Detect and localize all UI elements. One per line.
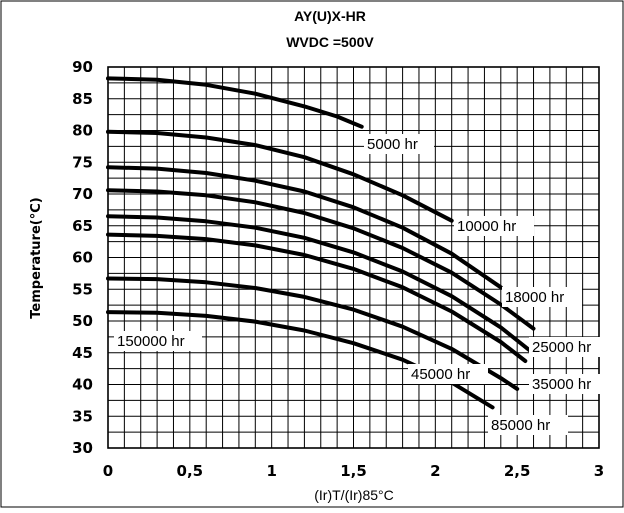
series-label-background	[364, 134, 434, 154]
y-tick-label: 45	[72, 344, 93, 362]
plot-area-border	[107, 66, 600, 449]
series-lines	[106, 76, 536, 410]
y-tick-label: 70	[72, 185, 93, 203]
chart-subtitle: WVDC =500V	[286, 34, 374, 50]
y-axis-label: Temperature(°C)	[29, 197, 44, 318]
series-line	[106, 232, 528, 363]
y-tick-label: 55	[72, 280, 93, 298]
series-label: 35000 hr	[532, 376, 591, 393]
x-tick-label: 0,5	[177, 462, 204, 480]
series-label-background	[529, 337, 609, 357]
y-tick-label: 30	[72, 439, 93, 457]
y-tick-label: 65	[72, 217, 93, 235]
y-tick-label: 50	[72, 312, 93, 330]
series-label-background	[454, 216, 534, 236]
series-label: 10000 hr	[457, 218, 516, 235]
series-label: 150000 hr	[117, 333, 185, 350]
y-tick-label: 35	[72, 407, 93, 425]
series-label-background	[114, 331, 202, 351]
y-tick-label: 60	[72, 249, 93, 267]
x-tick-label: 1	[266, 462, 276, 480]
x-tick-label: 3	[594, 462, 604, 480]
series-label-background	[529, 374, 609, 394]
series-label: 85000 hr	[491, 417, 550, 434]
series-label-background	[488, 415, 568, 435]
x-tick-label: 2,5	[504, 462, 531, 480]
y-tick-label: 75	[72, 153, 93, 171]
series-label-background	[502, 287, 582, 307]
series-label: 25000 hr	[532, 339, 591, 356]
series-line	[106, 214, 536, 356]
tick-labels: 30 35 40 45 50 55 60 65 70 75 80 85 90 0 0,5 1 1,5 2 2,5 3	[72, 58, 604, 480]
y-tick-label: 40	[72, 376, 93, 394]
series-label: 5000 hr	[367, 136, 418, 153]
x-axis-label: (Ir)T/(Ir)85°C	[314, 487, 393, 503]
series-line	[106, 188, 536, 331]
series-label-background	[408, 364, 488, 384]
y-tick-label: 80	[72, 122, 93, 140]
series-line	[106, 129, 454, 223]
series-line	[106, 76, 364, 129]
x-tick-label: 2	[430, 462, 440, 480]
x-tick-label: 1,5	[340, 462, 367, 480]
y-tick-label: 85	[72, 90, 93, 108]
grid-lines	[107, 66, 600, 449]
series-line	[106, 165, 503, 290]
series-labels: 5000 hr 10000 hr 18000 hr 25000 hr 35000 hr 4…	[114, 134, 609, 435]
series-label: 18000 hr	[505, 289, 564, 306]
y-tick-label: 90	[72, 58, 93, 76]
chart-title: AY(U)X-HR	[294, 8, 366, 24]
series-line	[106, 276, 520, 391]
series-label: 45000 hr	[411, 366, 470, 383]
x-tick-label: 0	[103, 462, 113, 480]
